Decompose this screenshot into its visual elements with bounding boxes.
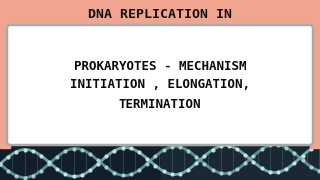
Text: DNA REPLICATION IN: DNA REPLICATION IN [88, 8, 232, 21]
Bar [0, 143, 320, 180]
Text: PROKARYOTES - MECHANISM: PROKARYOTES - MECHANISM [74, 60, 246, 73]
Bar [0, 0, 10, 148]
Bar [310, 0, 320, 148]
Bar [0, 0, 320, 28]
Text: TERMINATION: TERMINATION [119, 98, 201, 111]
Text: INITIATION , ELONGATION,: INITIATION , ELONGATION, [70, 78, 250, 91]
Bar [0, 143, 160, 180]
Bar [160, 143, 320, 180]
FancyBboxPatch shape [7, 25, 313, 145]
